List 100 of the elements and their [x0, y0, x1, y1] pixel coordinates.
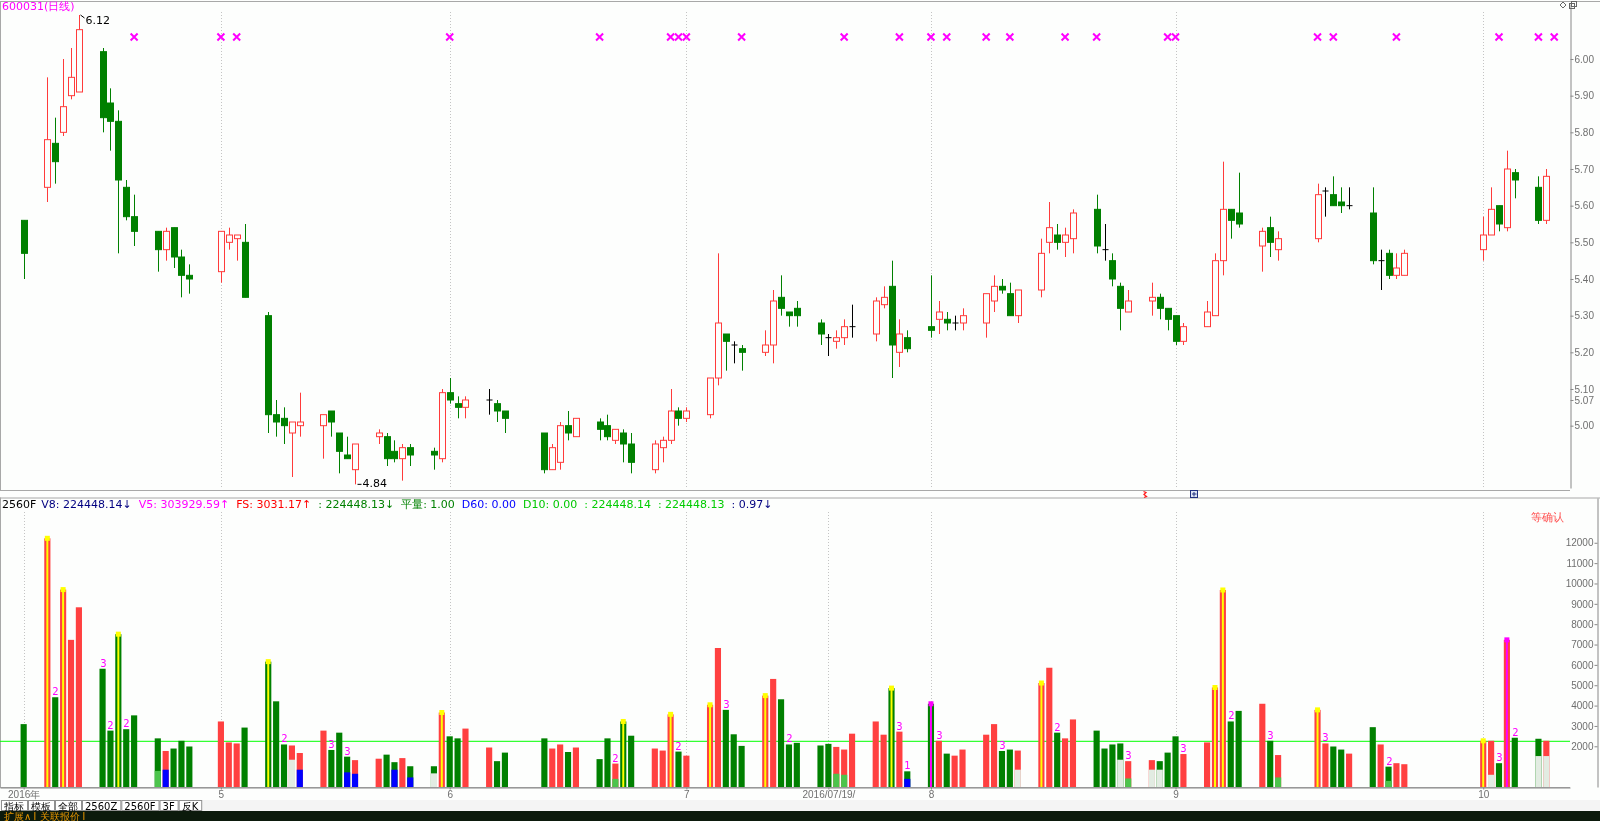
bar: [446, 736, 453, 787]
candlestick: [818, 318, 825, 346]
text: 2560Z: [85, 800, 118, 812]
y-tick-label: 7000: [1571, 639, 1594, 651]
annotation: 2: [675, 740, 682, 752]
annotation: 2: [1228, 710, 1235, 722]
point: [707, 702, 713, 708]
bar: [1338, 749, 1345, 787]
candlestick: [462, 395, 469, 419]
annotation: 2: [786, 733, 793, 745]
annotation: : 224448.13: [657, 498, 725, 511]
bar: [1046, 667, 1053, 787]
annotation: V5: 303929.59↑: [138, 498, 230, 511]
annotation: 3: [328, 738, 335, 750]
candlestick: [904, 329, 911, 353]
y-tick-label: 5.70: [1574, 163, 1595, 175]
annotation: 3: [936, 729, 943, 741]
candlestick: [849, 304, 856, 339]
candlestick: [778, 274, 785, 317]
point: [44, 535, 50, 541]
bar: [659, 750, 666, 787]
y-tick-label: 5.30: [1574, 310, 1595, 322]
annotation: 3: [1267, 729, 1274, 741]
candlestick: [675, 406, 682, 427]
bar: [983, 734, 990, 787]
x-tick-label: 2016/07/19/: [802, 788, 856, 800]
point: [115, 631, 121, 637]
y-tick-label: 6.00: [1574, 53, 1595, 65]
y-tick-label: 5.07: [1574, 394, 1595, 406]
candlestick: [1378, 249, 1385, 291]
bar: [1369, 727, 1376, 787]
point: [265, 659, 271, 665]
annotation: : 224448.14: [584, 498, 651, 511]
candlestick: [936, 300, 943, 335]
bar: [896, 731, 903, 787]
bar: [67, 639, 75, 787]
bar: [154, 770, 161, 787]
bar: [998, 750, 1006, 787]
candlestick: [163, 227, 170, 262]
annotation: V8: 224448.14↓: [41, 498, 132, 511]
bar: [162, 769, 169, 787]
annotation: : 0.97↓: [731, 498, 773, 511]
candlestick: [1109, 252, 1116, 287]
bar: [1227, 721, 1234, 787]
bar: [351, 773, 359, 787]
bar: [738, 745, 745, 787]
bar: [714, 648, 722, 787]
y-tick-label: 3000: [1571, 720, 1594, 732]
point: [889, 685, 895, 691]
point: [1480, 738, 1486, 744]
annotation: 3: [100, 657, 107, 669]
bar: [841, 774, 848, 787]
candlestick: [1007, 282, 1014, 317]
bar: [1385, 780, 1392, 787]
bar: [273, 701, 280, 787]
bar: [320, 730, 327, 787]
candlestick: [344, 436, 351, 460]
y-tick-label: 4000: [1571, 700, 1594, 712]
annotation: 3: [723, 698, 730, 710]
bar: [572, 747, 580, 787]
y-tick-label: 5.10: [1574, 383, 1595, 395]
text: 等确认: [1531, 511, 1564, 524]
y-tick-label: 5.20: [1574, 347, 1595, 359]
bar: [1148, 769, 1155, 787]
candlestick: [52, 117, 59, 185]
candlestick: [399, 443, 406, 482]
point: [928, 701, 934, 707]
bar: [833, 773, 840, 787]
candlestick: [1322, 186, 1329, 218]
y-tick-label: 5.90: [1574, 90, 1595, 102]
bar: [675, 751, 682, 787]
bar: [1259, 703, 1266, 787]
text: 全部: [58, 800, 78, 812]
bar: [391, 769, 398, 787]
candlestick: [1512, 168, 1519, 199]
bar: [225, 742, 232, 787]
bar: [793, 742, 800, 787]
y-tick-label: 10000: [1565, 578, 1594, 590]
point: [620, 718, 626, 724]
point: [1315, 707, 1321, 713]
bar: [1014, 769, 1021, 787]
annotation: 6.12: [85, 14, 110, 27]
candlestick: [486, 388, 493, 416]
candlestick: [320, 414, 327, 460]
point: [1504, 637, 1510, 643]
bar: [1267, 740, 1274, 787]
candlestick: [447, 377, 454, 405]
candlestick: [455, 395, 462, 419]
bar: [399, 758, 406, 787]
candlestick: [1346, 186, 1353, 210]
text: 指标: [3, 800, 24, 812]
candlestick: [1125, 289, 1132, 313]
bar: [131, 715, 138, 787]
y-tick-label: 5.80: [1574, 127, 1595, 139]
bar: [935, 740, 942, 787]
bar: [1117, 759, 1124, 787]
annotation: 3: [1125, 750, 1132, 762]
bar: [777, 699, 785, 787]
annotation: 2: [1386, 755, 1393, 767]
text: 反K: [181, 800, 199, 812]
